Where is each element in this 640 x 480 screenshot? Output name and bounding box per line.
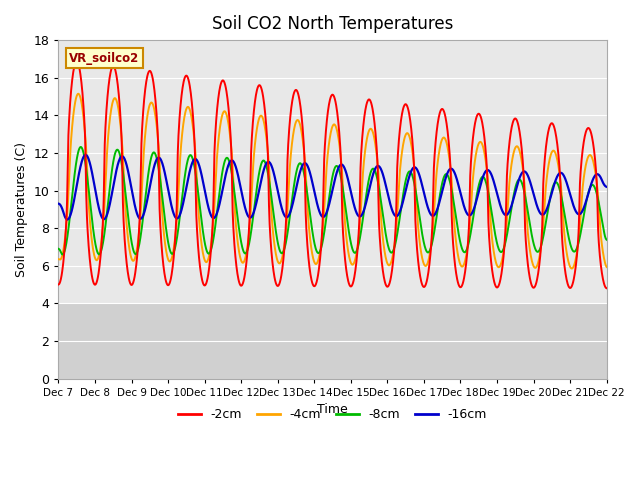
Title: Soil CO2 North Temperatures: Soil CO2 North Temperatures [212, 15, 453, 33]
Legend: -2cm, -4cm, -8cm, -16cm: -2cm, -4cm, -8cm, -16cm [173, 403, 492, 426]
-8cm [77, 144, 84, 150]
-16cm [568, 198, 576, 204]
-4cm [568, 265, 576, 271]
-4cm [603, 264, 611, 270]
-2cm [73, 59, 81, 64]
-8cm [603, 237, 611, 242]
Bar [58, 303, 607, 379]
-4cm [335, 141, 343, 146]
-16cm [65, 215, 73, 221]
Text: VR_soilco2: VR_soilco2 [69, 52, 140, 65]
Line: -4cm: -4cm [58, 94, 607, 268]
-16cm [303, 162, 311, 168]
-2cm [335, 130, 343, 135]
-2cm [433, 129, 440, 135]
-16cm [336, 163, 344, 168]
-2cm [568, 284, 575, 289]
Line: -8cm: -8cm [58, 147, 607, 254]
-4cm [303, 188, 310, 193]
-2cm [153, 115, 161, 121]
-8cm [336, 169, 344, 175]
-8cm [59, 252, 67, 257]
Y-axis label: Soil Temperatures (C): Soil Temperatures (C) [15, 142, 28, 277]
-8cm [303, 189, 311, 195]
-4cm [153, 124, 161, 130]
X-axis label: Time: Time [317, 403, 348, 416]
Line: -16cm: -16cm [58, 155, 607, 219]
-16cm [63, 216, 71, 222]
-8cm [54, 246, 62, 252]
-16cm [154, 156, 161, 161]
-16cm [603, 184, 611, 190]
-4cm [65, 184, 72, 190]
-4cm [54, 256, 62, 262]
-2cm [303, 232, 310, 238]
-2cm [65, 124, 72, 130]
-2cm [603, 286, 611, 291]
-4cm [74, 91, 82, 96]
-4cm [433, 169, 440, 175]
-8cm [154, 158, 161, 164]
Line: -2cm: -2cm [58, 61, 607, 288]
-8cm [65, 221, 73, 227]
-8cm [433, 211, 441, 217]
-16cm [433, 207, 441, 213]
-16cm [82, 152, 90, 158]
-8cm [568, 246, 576, 252]
-4cm [568, 265, 575, 271]
-2cm [54, 282, 62, 288]
-16cm [54, 201, 62, 206]
